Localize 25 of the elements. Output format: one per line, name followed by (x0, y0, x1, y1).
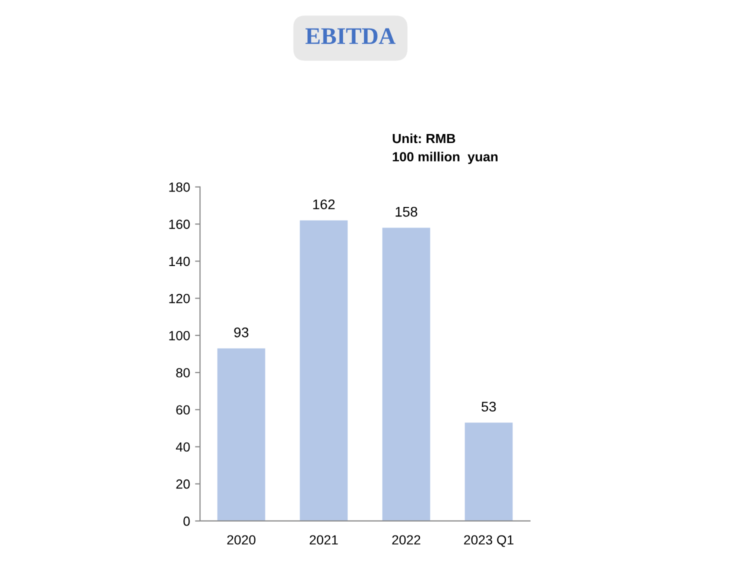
chart-title: EBITDA (306, 28, 396, 44)
bar (382, 228, 430, 521)
data-label: 162 (313, 199, 335, 210)
data-label: 53 (482, 402, 496, 412)
x-tick-label: 2020 (227, 535, 256, 545)
y-tick-label: 20 (176, 479, 190, 489)
x-tick-label: 2023 Q1 (464, 535, 514, 547)
data-label: 158 (396, 206, 418, 217)
y-tick-label: 100 (169, 330, 190, 340)
y-tick-label: 40 (176, 442, 190, 452)
y-tick-label: 120 (169, 294, 190, 304)
data-label: 93 (234, 327, 248, 338)
y-tick-label: 80 (176, 368, 190, 378)
bar (217, 348, 266, 521)
x-tick-label: 2022 (392, 535, 420, 545)
y-tick-label: 60 (176, 405, 190, 415)
y-tick-label: 140 (169, 256, 190, 266)
bar (300, 220, 348, 521)
y-tick-label: 0 (183, 516, 190, 526)
text: 100 million yuan (392, 152, 498, 164)
y-tick-label: 180 (169, 182, 190, 192)
text: Unit: RMB (392, 134, 456, 144)
bar (464, 422, 513, 521)
y-tick-label: 160 (169, 220, 190, 229)
x-tick-label: 2021 (310, 535, 338, 545)
